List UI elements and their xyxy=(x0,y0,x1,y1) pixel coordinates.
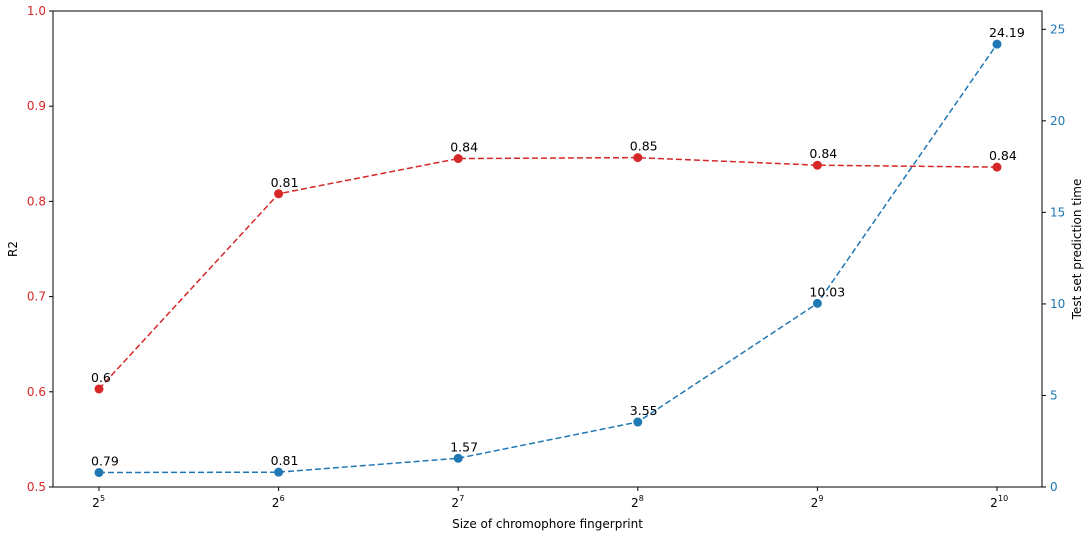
series-0-data-label: 0.85 xyxy=(630,139,658,154)
left-tick-label: 0.5 xyxy=(27,480,46,494)
series-1-point xyxy=(992,39,1002,49)
series-1-line xyxy=(98,43,998,474)
plot-area xyxy=(52,10,1043,488)
right-tick-label: 10 xyxy=(1050,297,1065,311)
series-1-data-label: 10.03 xyxy=(809,284,845,299)
x-tick-label: 2 10 xyxy=(990,494,1008,510)
right-axis-label: Test set prediction time xyxy=(1070,179,1084,321)
series-0-line xyxy=(98,156,998,390)
x-tick-exponent: 5 xyxy=(100,494,105,503)
series-0-data-label: 0.84 xyxy=(450,140,478,155)
series-1-data-label: 3.55 xyxy=(630,403,658,418)
series-0-data-label: 0.6 xyxy=(91,370,111,385)
series-1-data-label: 24.19 xyxy=(989,25,1025,40)
x-tick-exponent: 6 xyxy=(280,494,285,503)
x-tick-base: 2 xyxy=(272,496,280,510)
series-0-data-label: 0.81 xyxy=(271,175,299,190)
series-0-point xyxy=(812,160,822,170)
right-tick-label: 25 xyxy=(1050,22,1065,36)
x-tick-exponent: 7 xyxy=(459,494,464,503)
x-axis-ticks: 2 5 2 6 2 7 2 8 2 9 2 10 xyxy=(92,487,1008,510)
series-1-data-label: 1.57 xyxy=(450,439,478,454)
right-tick-label: 0 xyxy=(1050,480,1058,494)
right-tick-label: 5 xyxy=(1050,388,1058,402)
left-tick-label: 0.8 xyxy=(27,194,46,208)
left-tick-label: 0.7 xyxy=(27,290,46,304)
series-1-point xyxy=(633,417,643,427)
series-1-data-label: 0.81 xyxy=(271,453,299,468)
series-0-data-label: 0.84 xyxy=(809,146,837,161)
x-tick-exponent: 8 xyxy=(639,494,644,503)
x-tick-exponent: 10 xyxy=(998,494,1008,503)
left-axis-ticks: 0.5 0.6 0.7 0.8 0.9 1.0 xyxy=(27,4,53,494)
right-tick-label: 15 xyxy=(1050,205,1065,219)
series-0-point xyxy=(274,189,284,199)
series-layer: 0.6 0.81 0.84 0.85 0.84 0.84 0.79 0.81 1.57 3.55 1… xyxy=(91,25,1025,478)
left-tick-label: 0.9 xyxy=(27,99,46,113)
series-1-point xyxy=(274,467,284,477)
x-tick-base: 2 xyxy=(631,496,639,510)
series-1-point xyxy=(94,468,104,478)
series-1-point xyxy=(812,298,822,308)
series-1-point xyxy=(453,453,463,463)
series-0-point xyxy=(992,162,1002,172)
series-0-point xyxy=(94,384,104,394)
x-tick-base: 2 xyxy=(811,496,819,510)
series-0-data-label: 0.84 xyxy=(989,148,1017,163)
series-1-data-label: 0.79 xyxy=(91,454,119,469)
series-0-point xyxy=(453,154,463,164)
left-tick-label: 1.0 xyxy=(27,4,46,18)
right-tick-label: 20 xyxy=(1050,114,1065,128)
x-tick-base: 2 xyxy=(92,496,100,510)
x-axis-label: Size of chromophore fingerprint xyxy=(452,517,643,531)
x-tick-base: 2 xyxy=(451,496,459,510)
left-tick-label: 0.6 xyxy=(27,385,46,399)
right-axis-ticks: 0 5 10 15 20 25 xyxy=(1042,22,1065,494)
left-axis-label: R2 xyxy=(6,241,20,257)
x-tick-exponent: 9 xyxy=(818,494,823,503)
x-tick-base: 2 xyxy=(990,496,998,510)
series-0-point xyxy=(633,153,643,163)
